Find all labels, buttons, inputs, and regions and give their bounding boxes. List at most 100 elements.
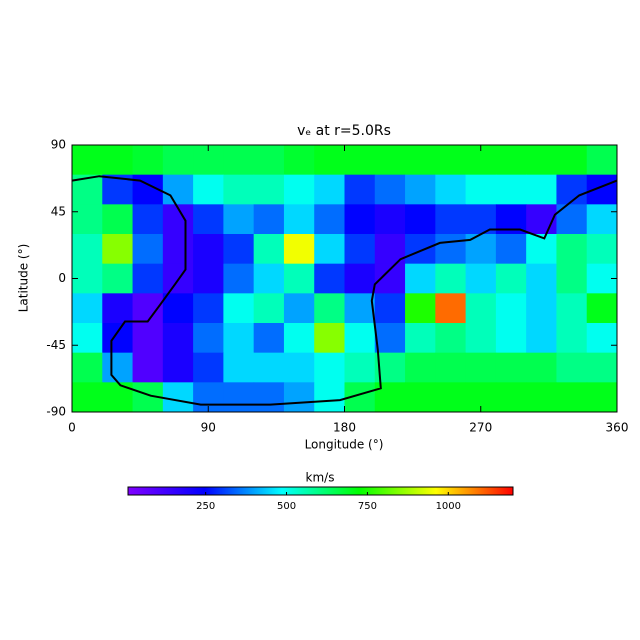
- heat-cell: [223, 323, 255, 354]
- heat-cell: [495, 174, 527, 205]
- heat-cell: [435, 234, 467, 265]
- heat-cell: [344, 352, 376, 383]
- heat-cell: [162, 382, 194, 413]
- heat-cell: [586, 293, 618, 324]
- heat-cell: [102, 382, 134, 413]
- heat-cell: [586, 382, 618, 413]
- heat-cell: [253, 204, 285, 235]
- x-tick-label: 0: [68, 421, 76, 435]
- heat-cell: [556, 293, 588, 324]
- heat-cell: [405, 263, 436, 294]
- heat-cell: [556, 352, 588, 383]
- heat-cell: [405, 234, 436, 265]
- heat-cell: [374, 323, 406, 354]
- heat-cell: [314, 174, 345, 205]
- heat-cell: [405, 204, 436, 235]
- heat-cell: [314, 204, 345, 235]
- x-tick-label: 270: [469, 421, 492, 435]
- heat-cell: [193, 204, 224, 235]
- heat-cell: [223, 263, 255, 294]
- heat-cell: [344, 234, 376, 265]
- heat-cell: [132, 293, 164, 324]
- heat-cell: [405, 145, 436, 176]
- heat-cell: [526, 145, 557, 176]
- heat-cell: [102, 263, 134, 294]
- y-tick-label: -90: [46, 405, 66, 419]
- heat-cell: [223, 234, 255, 265]
- heat-cell: [253, 293, 285, 324]
- heat-cell: [495, 323, 527, 354]
- heat-cell: [193, 352, 224, 383]
- heat-cell: [162, 145, 194, 176]
- heat-cell: [314, 352, 345, 383]
- y-tick-label: 0: [58, 271, 66, 285]
- heat-cell: [405, 174, 436, 205]
- heat-cell: [374, 293, 406, 324]
- heat-cell: [102, 323, 134, 354]
- x-axis-label: Longitude (°): [305, 438, 384, 452]
- heat-cell: [314, 382, 345, 413]
- heat-cell: [465, 263, 497, 294]
- heat-cell: [435, 293, 467, 324]
- heat-cell: [283, 323, 315, 354]
- heat-cell: [72, 145, 103, 176]
- heat-cell: [162, 323, 194, 354]
- heat-cell: [223, 204, 255, 235]
- heat-cell: [314, 234, 345, 265]
- heat-cell: [283, 382, 315, 413]
- heat-cell: [314, 145, 345, 176]
- heat-cell: [556, 174, 588, 205]
- heat-cell: [253, 145, 285, 176]
- heat-cell: [162, 293, 194, 324]
- heat-cell: [344, 204, 376, 235]
- heat-cell: [223, 145, 255, 176]
- heat-cell: [405, 323, 436, 354]
- heat-cell: [132, 204, 164, 235]
- heat-cell: [283, 263, 315, 294]
- heat-cell: [526, 174, 557, 205]
- heat-cell: [495, 263, 527, 294]
- heat-cell: [344, 293, 376, 324]
- heat-cell: [374, 382, 406, 413]
- heat-cell: [72, 204, 103, 235]
- heat-cell: [72, 234, 103, 265]
- heat-cell: [223, 382, 255, 413]
- heat-cell: [253, 382, 285, 413]
- heat-cell: [374, 145, 406, 176]
- heat-cell: [132, 145, 164, 176]
- heat-cell: [344, 174, 376, 205]
- heat-cell: [193, 234, 224, 265]
- heat-cell: [344, 263, 376, 294]
- heat-cell: [162, 352, 194, 383]
- heat-cell: [465, 234, 497, 265]
- x-tick-label: 360: [606, 421, 629, 435]
- heat-cell: [72, 293, 103, 324]
- colorbar-label: km/s: [306, 471, 335, 485]
- heat-cell: [435, 263, 467, 294]
- heat-cell: [586, 234, 618, 265]
- heat-cell: [132, 352, 164, 383]
- heat-cell: [193, 174, 224, 205]
- heat-cell: [586, 352, 618, 383]
- heat-cell: [586, 145, 618, 176]
- y-axis-label: Latitude (°): [17, 244, 31, 313]
- heat-cell: [556, 323, 588, 354]
- heat-cell: [374, 174, 406, 205]
- heat-cell: [344, 323, 376, 354]
- heat-cell: [102, 234, 134, 265]
- heat-cell: [253, 323, 285, 354]
- heat-cell: [283, 234, 315, 265]
- colorbar: [127, 486, 514, 496]
- x-tick-label: 180: [333, 421, 356, 435]
- heat-cell: [495, 382, 527, 413]
- heat-cell: [314, 293, 345, 324]
- heat-cell: [253, 234, 285, 265]
- y-tick-label: 90: [51, 138, 66, 152]
- heat-cell: [435, 204, 467, 235]
- heat-cell: [405, 352, 436, 383]
- heat-cell: [435, 323, 467, 354]
- heat-cell: [102, 145, 134, 176]
- heat-cell: [495, 352, 527, 383]
